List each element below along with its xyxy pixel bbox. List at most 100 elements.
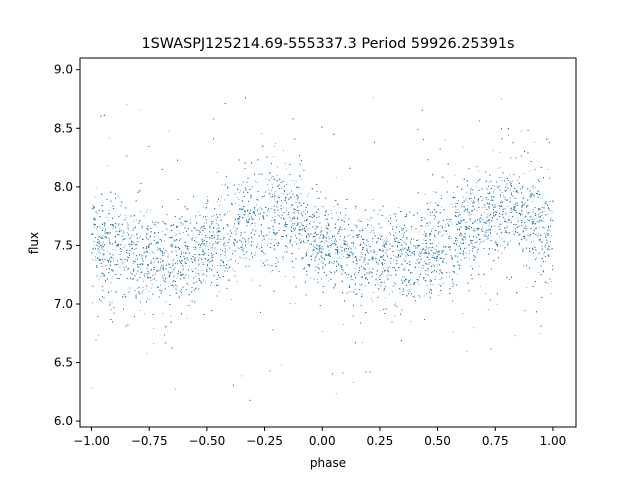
data-point	[446, 233, 448, 235]
data-point	[177, 230, 179, 232]
data-point	[341, 229, 343, 231]
data-point	[129, 245, 131, 247]
data-point	[531, 192, 533, 194]
data-point	[335, 252, 336, 254]
data-point	[149, 209, 151, 211]
data-point	[484, 206, 486, 208]
data-point	[180, 262, 182, 264]
data-point	[306, 195, 308, 197]
data-point	[402, 249, 404, 251]
data-point	[118, 264, 120, 266]
data-point	[381, 257, 383, 258]
data-point	[270, 271, 272, 273]
data-point	[117, 225, 119, 227]
data-point	[424, 240, 426, 242]
data-point	[473, 327, 475, 329]
data-point	[384, 263, 385, 264]
data-point	[158, 286, 159, 288]
data-point	[261, 232, 263, 234]
data-point	[505, 191, 506, 193]
data-point	[478, 170, 480, 172]
data-point	[445, 223, 447, 225]
data-point	[551, 212, 553, 214]
data-point	[385, 286, 386, 288]
data-point	[453, 265, 455, 267]
data-point	[108, 219, 109, 221]
data-point	[112, 249, 114, 250]
data-point	[237, 247, 239, 249]
data-point	[237, 219, 239, 221]
data-point	[102, 246, 104, 248]
data-point	[347, 276, 348, 278]
data-point	[404, 267, 406, 269]
data-point	[372, 259, 373, 261]
data-point	[389, 293, 390, 295]
data-point	[443, 245, 445, 247]
data-point	[550, 281, 552, 283]
data-point	[216, 219, 217, 221]
data-point	[95, 259, 96, 261]
data-point	[150, 287, 152, 289]
data-point	[288, 199, 290, 201]
data-point	[174, 246, 176, 248]
data-point	[334, 274, 336, 276]
data-point	[500, 196, 501, 198]
data-point	[424, 193, 426, 195]
data-point	[204, 237, 206, 239]
data-point	[515, 209, 516, 211]
data-point	[131, 235, 133, 237]
data-point	[503, 195, 504, 196]
data-point	[379, 310, 381, 312]
data-point	[188, 246, 190, 248]
data-point	[488, 222, 490, 224]
data-point	[171, 252, 172, 253]
data-point	[219, 200, 221, 202]
data-point	[418, 266, 420, 268]
data-point	[294, 241, 296, 243]
data-point	[267, 235, 269, 236]
data-point	[98, 249, 100, 251]
data-point	[427, 264, 429, 265]
data-point	[414, 246, 416, 247]
data-point	[410, 255, 411, 256]
data-point	[323, 242, 325, 244]
data-point	[227, 270, 229, 272]
data-point	[261, 265, 263, 267]
data-point	[399, 292, 401, 294]
data-point	[103, 246, 104, 247]
data-point	[433, 229, 435, 231]
data-point	[416, 228, 418, 230]
data-point	[468, 244, 470, 246]
data-point	[138, 237, 140, 239]
data-point	[172, 245, 173, 247]
data-point	[216, 238, 218, 240]
data-point	[379, 277, 381, 278]
data-point	[325, 225, 327, 227]
data-point	[443, 230, 445, 231]
data-point	[152, 252, 154, 254]
data-point	[176, 233, 178, 235]
data-point	[111, 224, 112, 226]
data-point	[549, 230, 551, 232]
data-point	[365, 285, 367, 287]
data-point	[150, 261, 152, 263]
data-point	[152, 284, 154, 285]
data-point	[418, 231, 420, 233]
data-point	[273, 156, 274, 158]
data-point	[499, 207, 501, 209]
data-point	[417, 281, 418, 283]
data-point	[422, 226, 424, 228]
data-point	[165, 301, 167, 303]
data-point	[466, 257, 467, 259]
data-point	[427, 250, 429, 252]
data-point	[314, 269, 316, 271]
data-point	[493, 189, 495, 191]
data-point	[271, 196, 273, 198]
data-point	[299, 230, 301, 232]
data-point	[320, 226, 322, 228]
data-point	[491, 248, 493, 250]
data-point	[348, 254, 350, 255]
data-point	[255, 252, 257, 253]
data-point	[348, 291, 350, 293]
data-point	[203, 279, 204, 281]
